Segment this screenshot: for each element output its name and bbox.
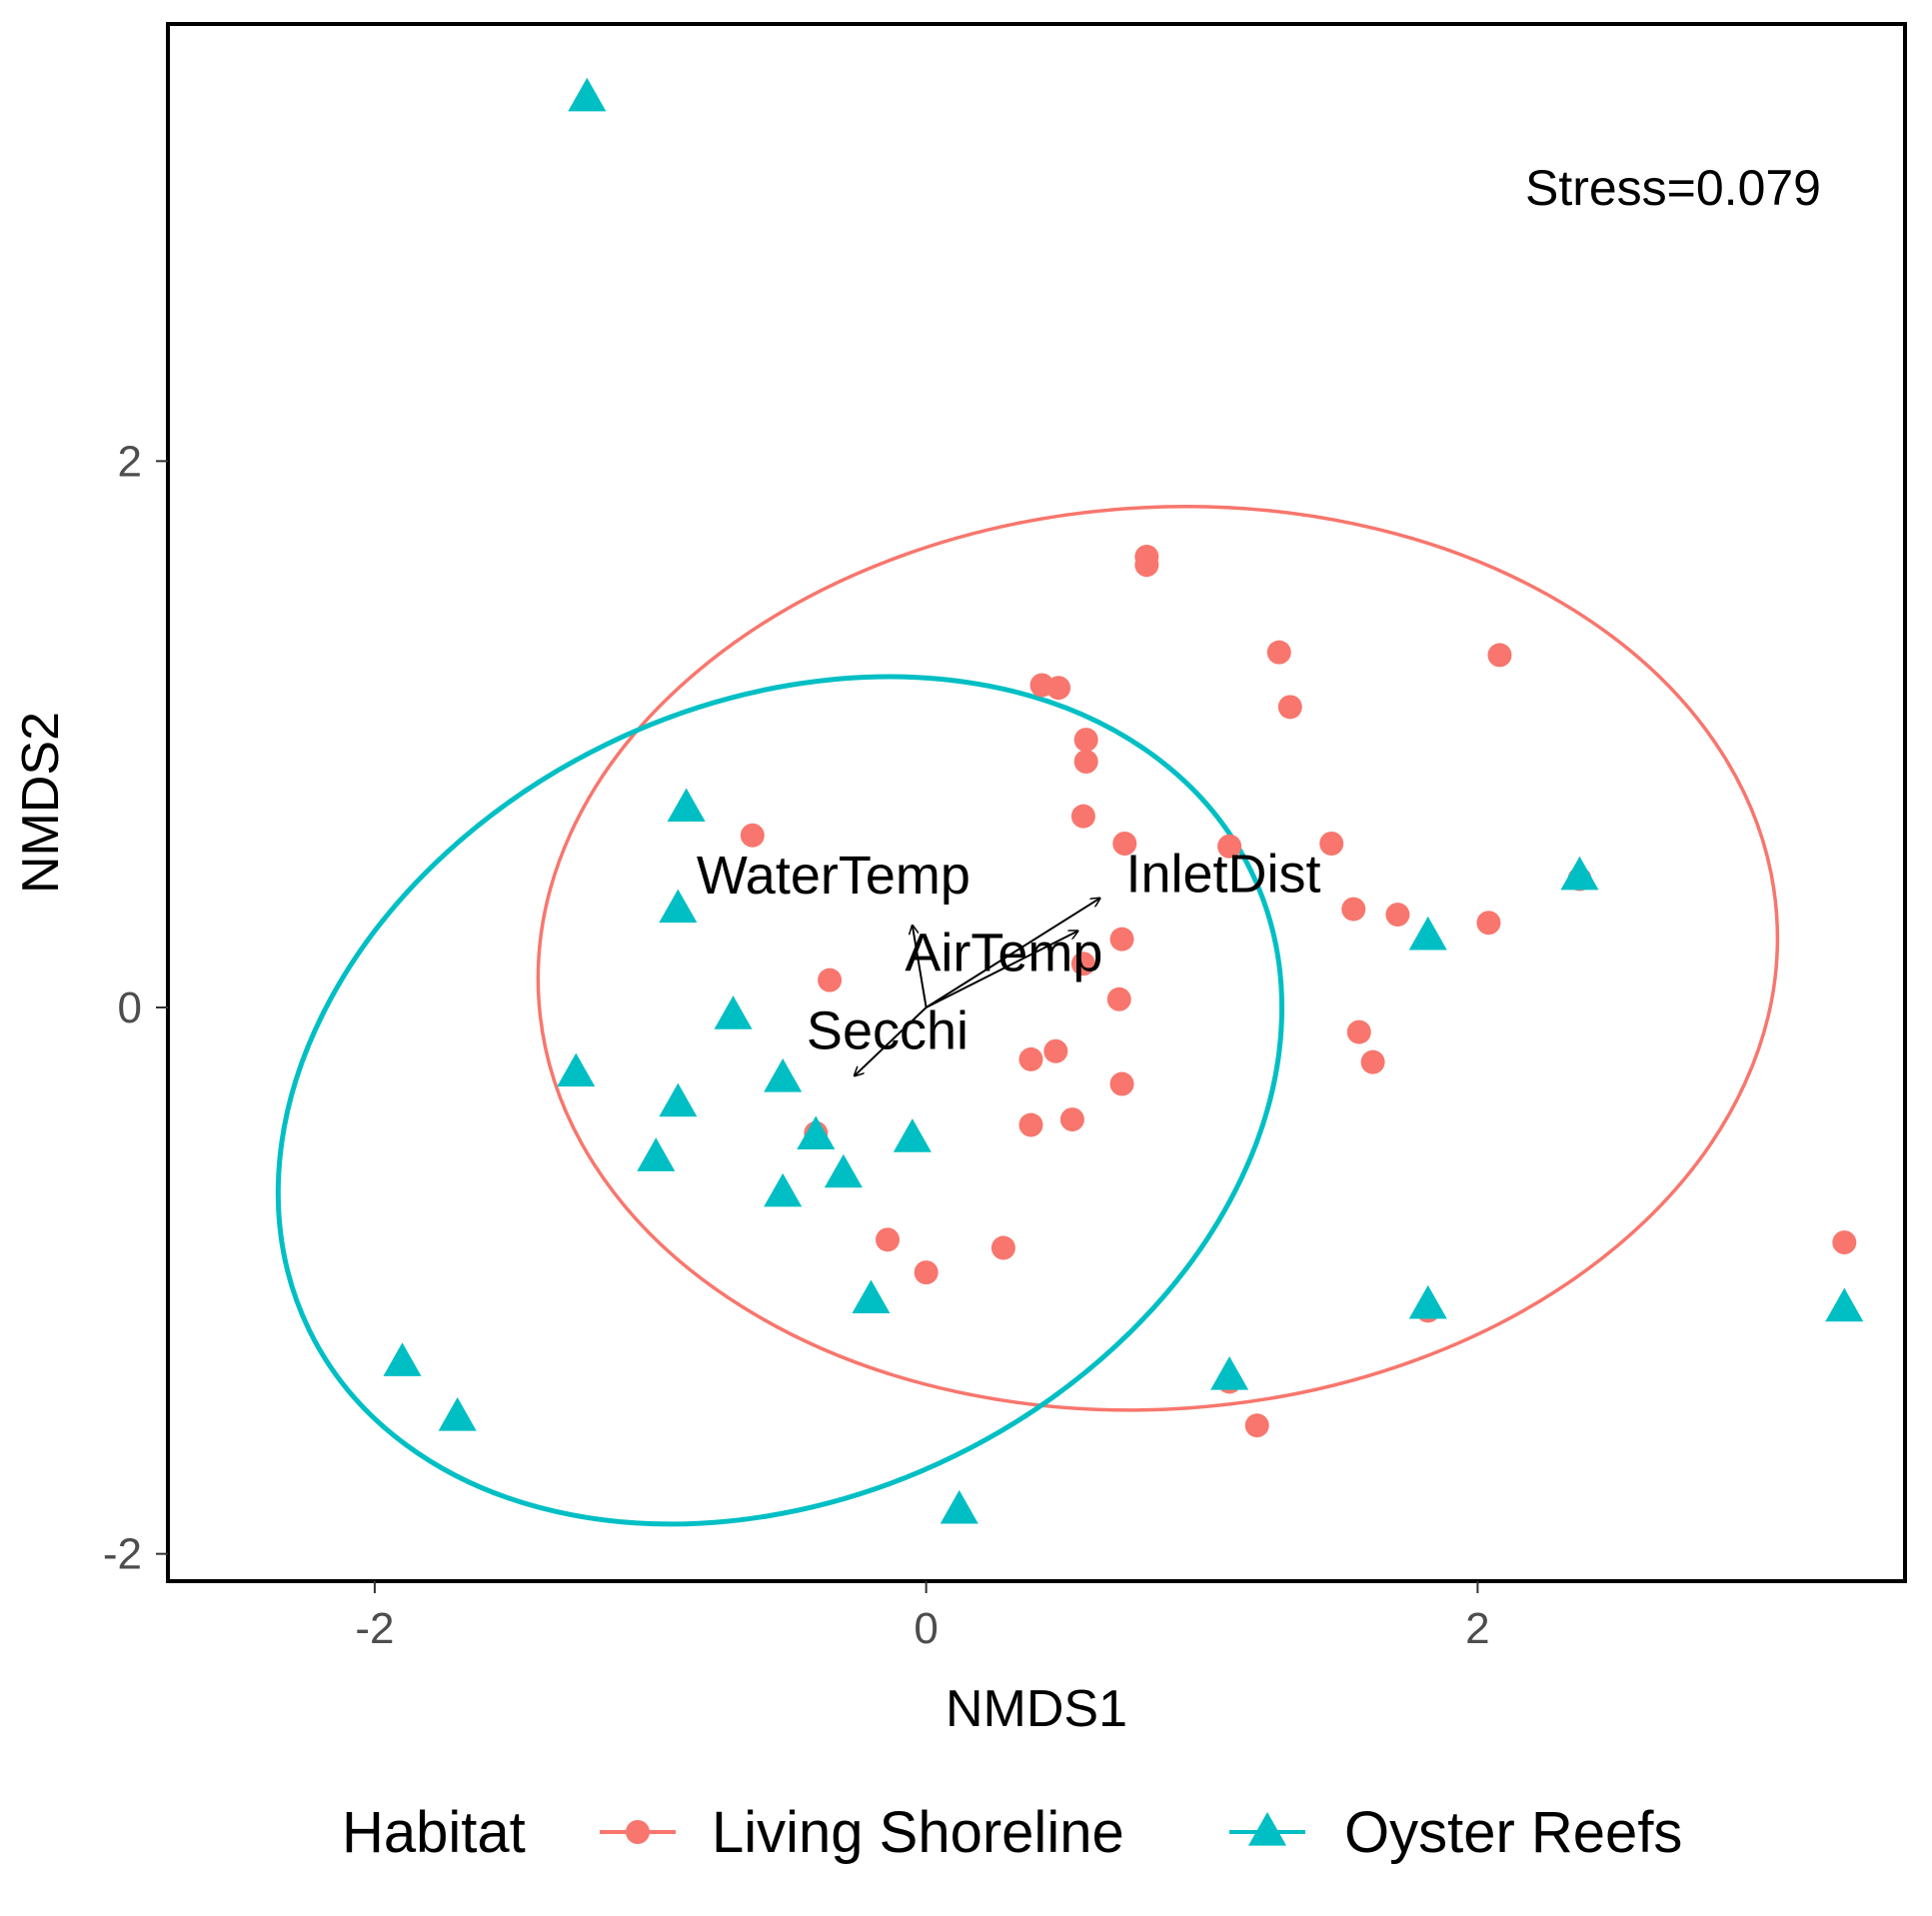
point-oyster-reefs: [637, 1137, 676, 1171]
legend-title: Habitat: [342, 1800, 526, 1865]
point-living-shoreline: [1476, 911, 1501, 936]
point-oyster-reefs: [568, 77, 607, 112]
point-living-shoreline: [1073, 750, 1098, 774]
point-oyster-reefs: [438, 1396, 477, 1431]
point-oyster-reefs: [714, 995, 753, 1029]
point-living-shoreline: [818, 967, 843, 992]
legend-key-marker-oyster-reefs: [1247, 1811, 1287, 1846]
vector-label-secchi: Secchi: [807, 1000, 968, 1060]
point-living-shoreline: [1043, 1038, 1068, 1063]
point-living-shoreline: [1046, 676, 1071, 701]
vector-arrow-airtemp: [926, 931, 1078, 1008]
point-oyster-reefs: [659, 1082, 698, 1117]
point-oyster-reefs: [1825, 1287, 1864, 1322]
point-living-shoreline: [1070, 952, 1095, 976]
y-tick-label: -2: [103, 1530, 142, 1579]
vector-label-inletdist: InletDist: [1125, 845, 1320, 905]
point-living-shoreline: [1346, 1019, 1371, 1044]
point-living-shoreline: [914, 1260, 939, 1285]
ellipse-oyster-reefs: [275, 674, 1285, 1527]
point-oyster-reefs: [824, 1153, 863, 1188]
point-oyster-reefs: [659, 889, 698, 924]
y-axis-title: NMDS2: [12, 712, 70, 894]
point-living-shoreline: [1244, 1413, 1269, 1438]
point-oyster-reefs: [764, 1058, 803, 1092]
point-living-shoreline: [740, 823, 765, 848]
legend-label-oyster-reefs: Oyster Reefs: [1344, 1800, 1682, 1865]
point-living-shoreline: [990, 1235, 1015, 1260]
point-oyster-reefs: [557, 1052, 596, 1087]
point-living-shoreline: [1487, 643, 1512, 668]
point-oyster-reefs: [1210, 1355, 1249, 1390]
confidence-ellipses: [275, 505, 1780, 1527]
legend-key-marker-living-shoreline: [626, 1820, 650, 1844]
point-oyster-reefs: [764, 1172, 803, 1207]
point-living-shoreline: [1109, 927, 1134, 952]
point-living-shoreline: [1217, 834, 1242, 859]
point-living-shoreline: [1018, 1046, 1043, 1071]
point-oyster-reefs: [1560, 856, 1599, 891]
point-living-shoreline: [1319, 832, 1344, 856]
point-oyster-reefs: [383, 1342, 422, 1376]
point-living-shoreline: [1832, 1230, 1857, 1255]
axes: -2 0 2 -2 0 2: [103, 437, 1490, 1653]
stress-annotation: Stress=0.079: [1525, 160, 1821, 216]
x-tick-label: 2: [1465, 1604, 1489, 1653]
point-oyster-reefs: [667, 788, 706, 823]
vector-label-watertemp: WaterTemp: [697, 846, 970, 906]
point-living-shoreline: [1134, 553, 1159, 578]
point-living-shoreline: [1266, 640, 1291, 665]
point-living-shoreline: [1106, 986, 1131, 1011]
point-oyster-reefs: [1408, 1284, 1447, 1319]
point-living-shoreline: [1018, 1112, 1043, 1137]
point-oyster-reefs: [893, 1118, 932, 1152]
plot-panel-border: [166, 22, 1907, 1583]
vector-arrow-inletdist: [926, 899, 1100, 1008]
point-oyster-reefs: [852, 1279, 891, 1314]
vector-arrow-watertemp: [913, 926, 928, 1008]
point-living-shoreline: [1341, 897, 1366, 922]
point-living-shoreline: [1385, 903, 1410, 928]
y-tick-label: 0: [118, 983, 142, 1032]
vector-label-airtemp: AirTemp: [905, 923, 1102, 982]
point-oyster-reefs: [797, 1115, 836, 1150]
ellipse-living-shoreline: [536, 505, 1780, 1412]
point-oyster-reefs: [1408, 916, 1447, 951]
point-oyster-reefs: [940, 1489, 978, 1524]
x-axis-title: NMDS1: [946, 1680, 1127, 1738]
point-living-shoreline: [1277, 695, 1302, 720]
point-living-shoreline: [876, 1227, 901, 1252]
y-tick-label: 2: [118, 437, 142, 486]
point-living-shoreline: [1109, 1071, 1134, 1096]
legend: Habitat Living Shoreline Oyster Reefs: [342, 1800, 1682, 1865]
x-tick-label: 0: [914, 1604, 938, 1653]
point-living-shoreline: [1073, 728, 1098, 753]
point-living-shoreline: [1360, 1049, 1385, 1074]
environmental-vectors: WaterTemp AirTemp InletDist Secchi: [697, 845, 1321, 1076]
point-living-shoreline: [1059, 1107, 1084, 1132]
x-tick-label: -2: [355, 1604, 394, 1653]
point-living-shoreline: [1112, 832, 1137, 856]
points-layer: [383, 77, 1864, 1524]
legend-label-living-shoreline: Living Shoreline: [712, 1800, 1124, 1865]
vector-arrow-secchi: [855, 1006, 928, 1075]
point-living-shoreline: [1070, 804, 1095, 829]
